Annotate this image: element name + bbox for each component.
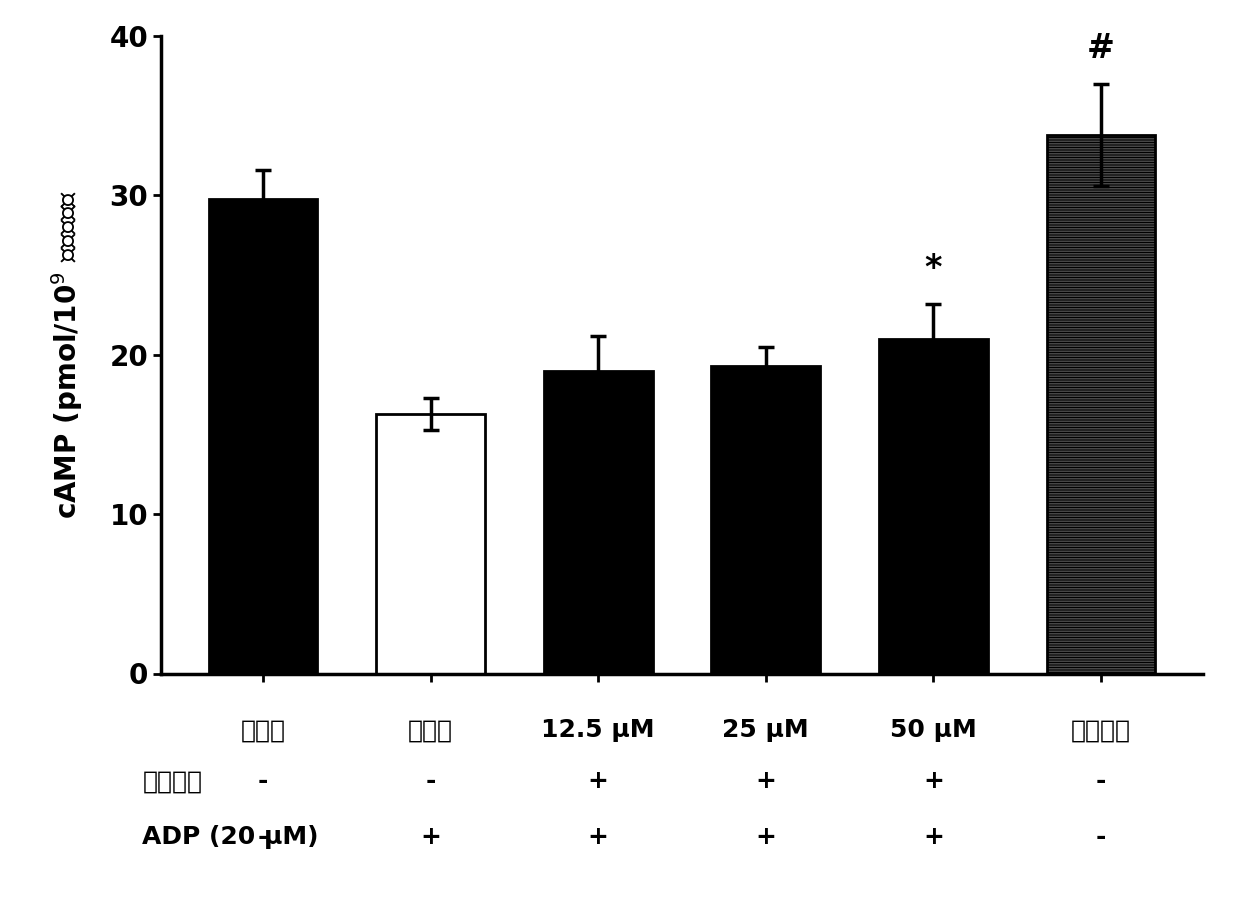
- Text: +: +: [588, 769, 609, 793]
- Text: +: +: [923, 769, 944, 793]
- Text: 25 μM: 25 μM: [723, 718, 810, 742]
- Text: 福斯克林: 福斯克林: [1071, 718, 1131, 742]
- Bar: [543, 371, 652, 674]
- Text: 野黄芚素: 野黄芚素: [143, 769, 202, 793]
- Text: +: +: [420, 825, 441, 849]
- Text: cAMP (pmol/10$^{9}$ 血／小板）: cAMP (pmol/10$^{9}$ 血／小板）: [50, 190, 86, 519]
- Text: +: +: [588, 825, 609, 849]
- Text: 对照组: 对照组: [408, 718, 453, 742]
- Text: 空白组: 空白组: [241, 718, 285, 742]
- Text: -: -: [425, 769, 435, 793]
- Text: +: +: [755, 825, 776, 849]
- Bar: [1047, 135, 1156, 674]
- Text: #: #: [1087, 31, 1115, 65]
- Text: *: *: [925, 251, 942, 285]
- Text: -: -: [258, 769, 268, 793]
- Text: +: +: [755, 769, 776, 793]
- Text: ADP (20 μM): ADP (20 μM): [143, 825, 319, 849]
- Text: -: -: [1096, 769, 1106, 793]
- Bar: [208, 198, 317, 674]
- Text: 50 μM: 50 μM: [890, 718, 977, 742]
- Text: 12.5 μM: 12.5 μM: [542, 718, 655, 742]
- Text: -: -: [258, 825, 268, 849]
- Text: -: -: [1096, 825, 1106, 849]
- Text: +: +: [923, 825, 944, 849]
- Bar: [712, 365, 821, 674]
- Bar: [376, 414, 485, 674]
- Bar: [879, 339, 988, 674]
